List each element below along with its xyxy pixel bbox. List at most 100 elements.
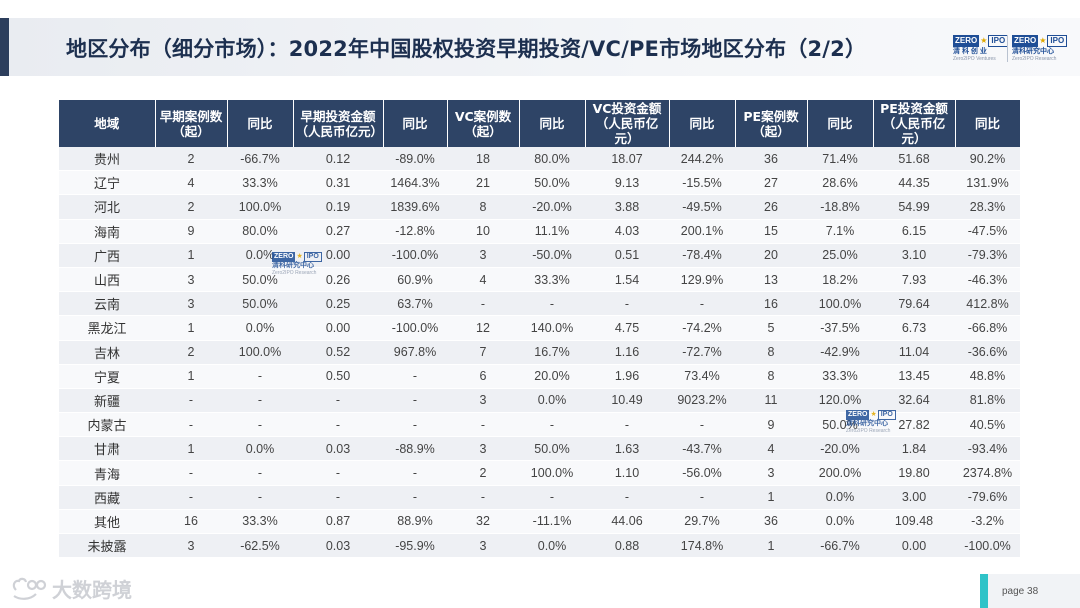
value-cell: 7 <box>447 340 519 365</box>
zero2ipo-research-logo: ZERO ★ IPO 清科研究中心 Zero2IPO Research <box>1012 35 1070 63</box>
value-cell: 9023.2% <box>669 388 735 414</box>
region-cell: 海南 <box>59 219 155 244</box>
column-header: VC投资金额 （人民币亿元） <box>585 100 670 147</box>
value-cell: 3.00 <box>873 485 955 510</box>
value-cell: 9 <box>735 412 807 438</box>
table-row: 黑龙江 1 0.0% 0.00 -100.0% 12 140.0% 4.75 -74.2% 5 -3… <box>59 315 1020 341</box>
logo-divider <box>1007 35 1008 62</box>
value-cell: 109.48 <box>873 509 955 535</box>
value-cell: 7.93 <box>873 267 955 293</box>
value-cell: 0.0% <box>519 533 585 559</box>
value-cell: -15.5% <box>669 170 735 196</box>
value-cell: - <box>293 388 383 414</box>
zero2ipo-watermark: ZERO ★ IPO 清科研究中心 Zero2IPO Research <box>846 410 902 434</box>
value-cell: 0.19 <box>293 194 383 220</box>
value-cell: 11 <box>735 388 807 414</box>
zero2ipo-watermark: ZERO ★ IPO 清科研究中心 Zero2IPO Research <box>272 252 328 276</box>
value-cell: 1 <box>155 436 227 462</box>
value-cell: 8 <box>447 194 519 220</box>
value-cell: 0.88 <box>585 533 669 559</box>
value-cell: 967.8% <box>383 340 447 365</box>
value-cell: -11.1% <box>519 509 585 535</box>
region-cell: 青海 <box>59 460 155 486</box>
table-row: 甘肃 1 0.0% 0.03 -88.9% 3 50.0% 1.63 -43.7% 4 -20.0%… <box>59 436 1020 462</box>
value-cell: - <box>585 412 669 438</box>
value-cell: 4 <box>735 436 807 462</box>
table-row: 内蒙古 - - - - - - - -9 50.0% 27.82 40.5% <box>59 412 1020 438</box>
value-cell: 9 <box>155 219 227 244</box>
value-cell: 50.0% <box>227 291 293 317</box>
value-cell: 51.68 <box>873 147 955 172</box>
value-cell: 244.2% <box>669 147 735 172</box>
value-cell: 3 <box>155 267 227 293</box>
value-cell: 120.0% <box>807 388 873 414</box>
value-cell: 0.31 <box>293 170 383 196</box>
column-header: 地域 <box>59 100 156 147</box>
value-cell: 15 <box>735 219 807 244</box>
value-cell: - <box>293 485 383 510</box>
column-header: PE投资金额 （人民币亿元） <box>873 100 956 147</box>
value-cell: -18.8% <box>807 194 873 220</box>
value-cell: 16 <box>155 509 227 535</box>
value-cell: -3.2% <box>955 509 1020 535</box>
value-cell: 0.27 <box>293 219 383 244</box>
value-cell: - <box>383 364 447 389</box>
value-cell: 50.0% <box>519 436 585 462</box>
value-cell: 0.0% <box>227 315 293 341</box>
value-cell: 6.73 <box>873 315 955 341</box>
value-cell: 25.0% <box>807 243 873 268</box>
table-row: 海南 9 80.0% 0.27 -12.8% 10 11.1% 4.03 200.1% 15 7.1… <box>59 219 1020 244</box>
value-cell: 0.12 <box>293 147 383 172</box>
value-cell: 0.00 <box>293 315 383 341</box>
region-cell: 广西 <box>59 243 155 268</box>
value-cell: 3 <box>155 291 227 317</box>
value-cell: -56.0% <box>669 460 735 486</box>
value-cell: 18 <box>447 147 519 172</box>
table-row: 西藏 - - - - - - - -1 0.0% 3.00 -79.6% <box>59 485 1020 510</box>
value-cell: 50.0% <box>227 267 293 293</box>
value-cell: 100.0% <box>519 460 585 486</box>
value-cell: 10.49 <box>585 388 669 414</box>
region-cell: 甘肃 <box>59 436 155 462</box>
table-row: 河北 2 100.0% 0.19 1839.6% 8 -20.0% 3.88 -49.5% 26-… <box>59 194 1020 220</box>
value-cell: -49.5% <box>669 194 735 220</box>
value-cell: 3 <box>447 243 519 268</box>
value-cell: 200.0% <box>807 460 873 486</box>
value-cell: -66.7% <box>227 147 293 172</box>
value-cell: 1.96 <box>585 364 669 389</box>
value-cell: - <box>669 291 735 317</box>
value-cell: 1464.3% <box>383 170 447 196</box>
value-cell: 79.64 <box>873 291 955 317</box>
value-cell: 1839.6% <box>383 194 447 220</box>
value-cell: 1 <box>735 533 807 559</box>
table-header-row: 地域 早期案例数 （起） 同比 早期投资金额 （人民币亿元） 同比 VC案例数 （起） 同比 VC投… <box>59 100 1021 147</box>
value-cell: 6 <box>447 364 519 389</box>
value-cell: - <box>293 460 383 486</box>
value-cell: 50.0% <box>519 170 585 196</box>
value-cell: 200.1% <box>669 219 735 244</box>
column-header: 同比 <box>955 100 1021 147</box>
value-cell: 2374.8% <box>955 460 1020 486</box>
value-cell: 44.06 <box>585 509 669 535</box>
value-cell: -79.3% <box>955 243 1020 268</box>
value-cell: 4.03 <box>585 219 669 244</box>
value-cell: 3 <box>735 460 807 486</box>
value-cell: 131.9% <box>955 170 1020 196</box>
value-cell: 4 <box>447 267 519 293</box>
column-header: 同比 <box>519 100 586 147</box>
value-cell: -46.3% <box>955 267 1020 293</box>
value-cell: - <box>293 412 383 438</box>
value-cell: 1 <box>155 243 227 268</box>
value-cell: -37.5% <box>807 315 873 341</box>
value-cell: - <box>155 412 227 438</box>
value-cell: 3.88 <box>585 194 669 220</box>
value-cell: 0.00 <box>293 243 383 268</box>
value-cell: 0.03 <box>293 533 383 559</box>
value-cell: 0.87 <box>293 509 383 535</box>
table-row: 广西 1 0.0% 0.00 -100.0% 3 -50.0% 0.51 -78.4% 20 25.… <box>59 243 1020 268</box>
value-cell: -79.6% <box>955 485 1020 510</box>
value-cell: 16.7% <box>519 340 585 365</box>
value-cell: -20.0% <box>519 194 585 220</box>
value-cell: 100.0% <box>807 291 873 317</box>
brand-watermark: 大数跨境 <box>10 574 132 603</box>
